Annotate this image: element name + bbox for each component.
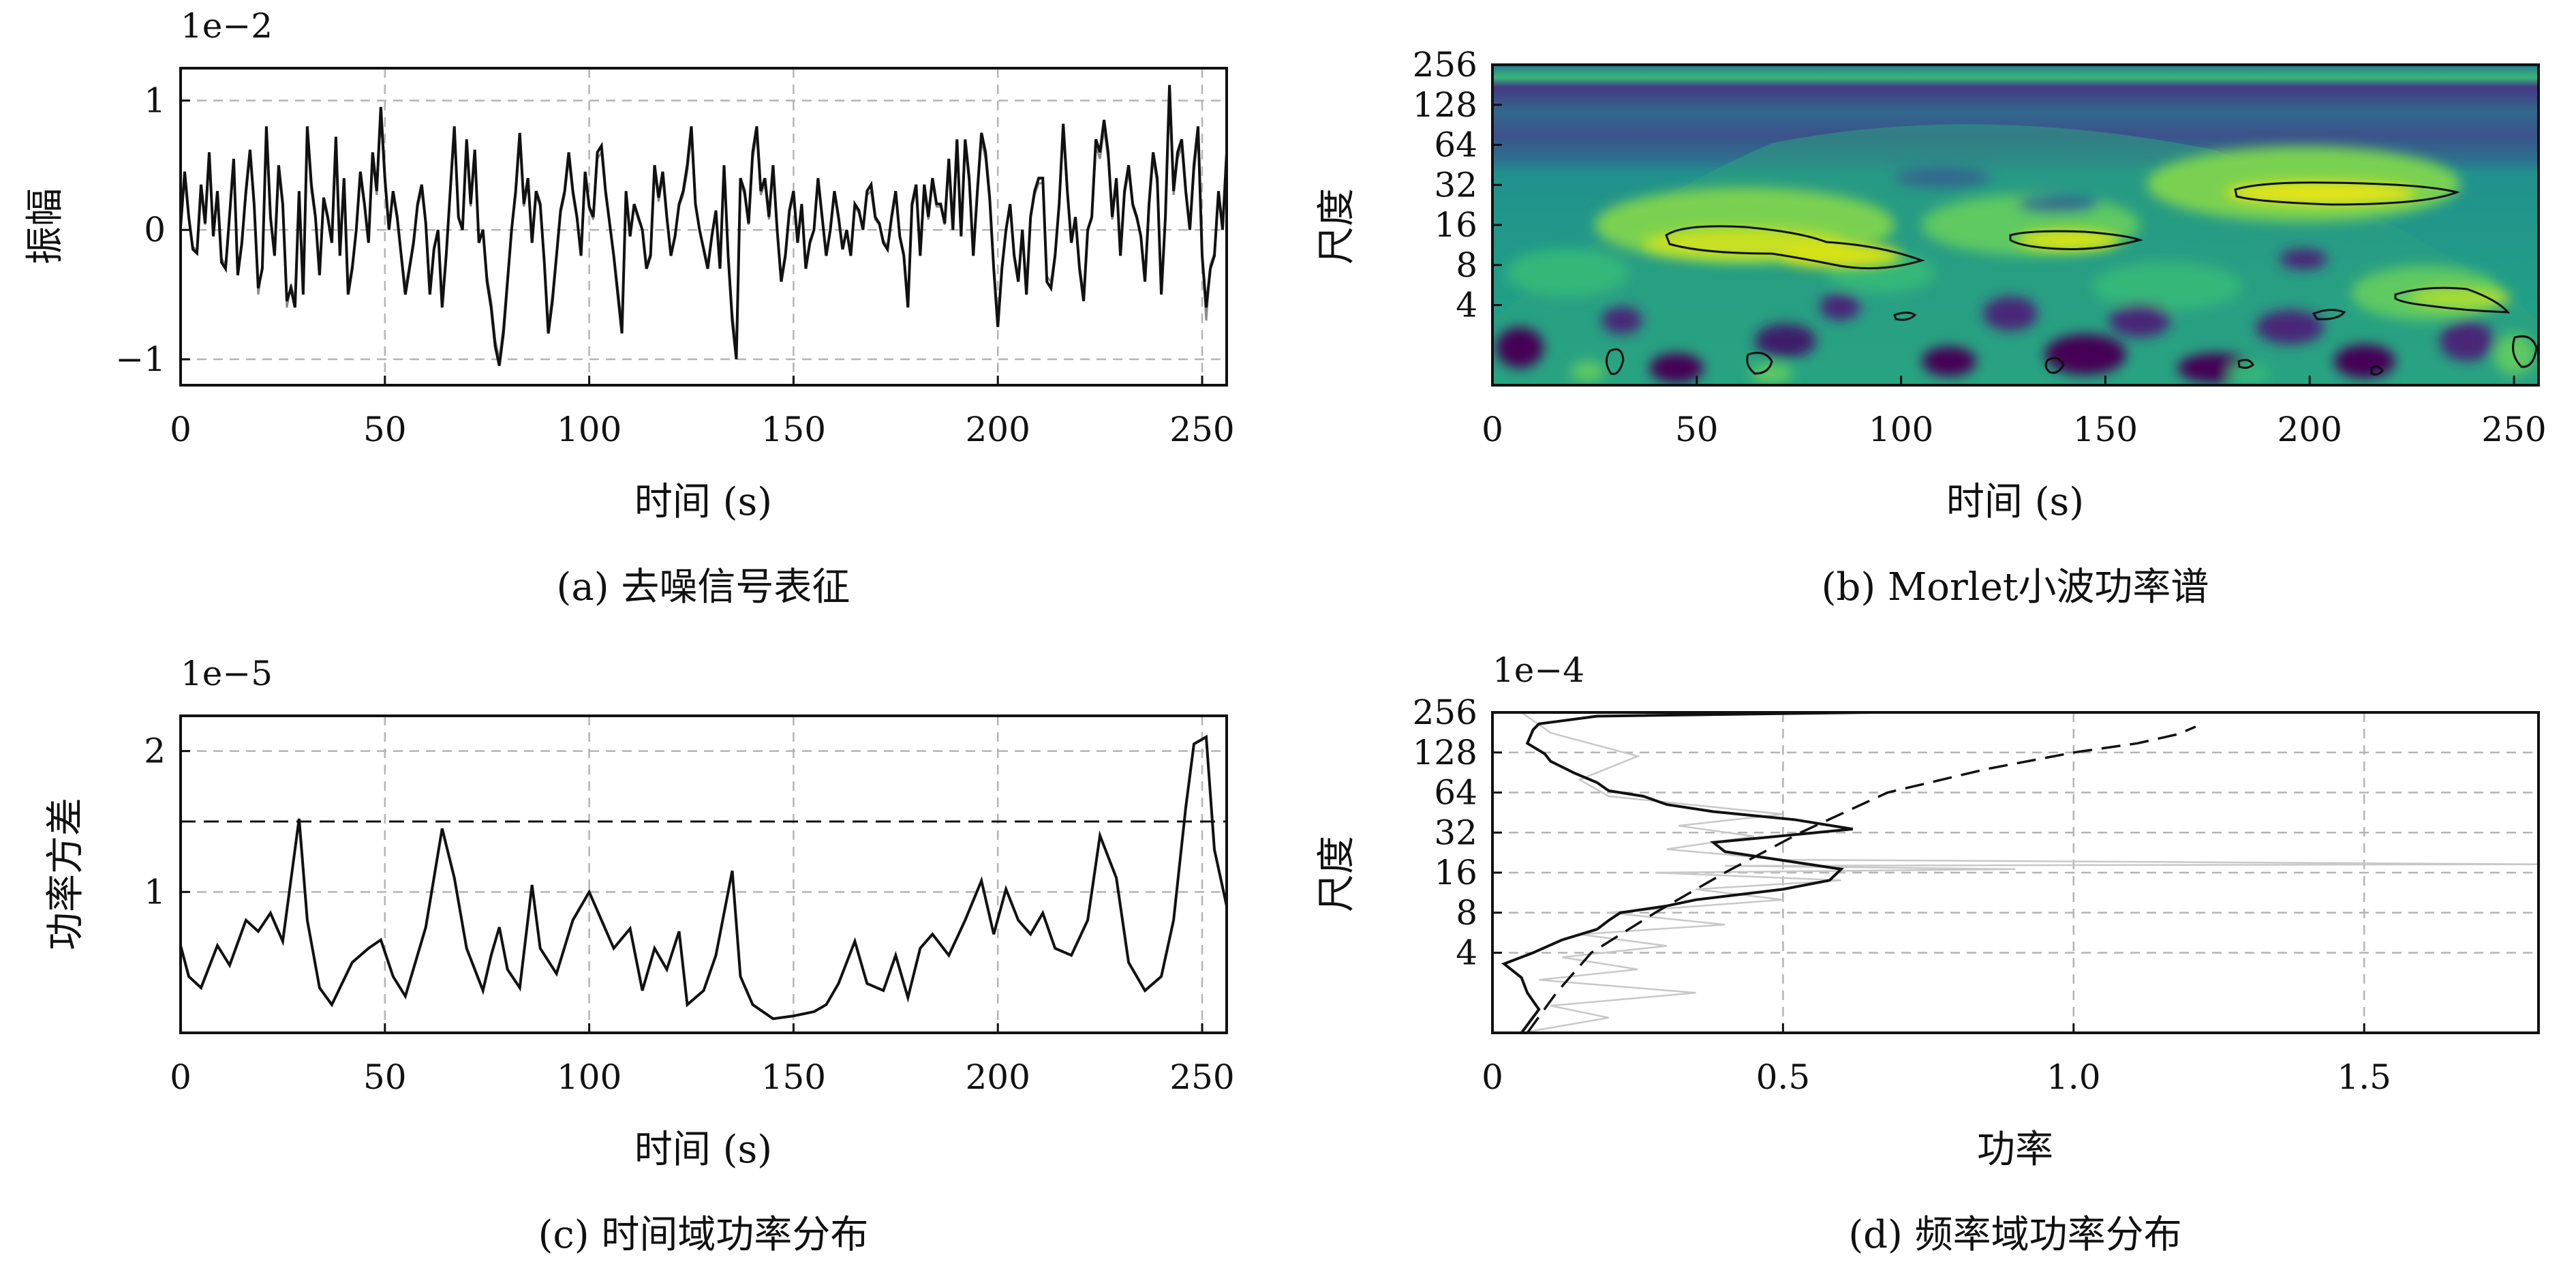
y-tick-label: 64 (1434, 773, 1477, 813)
y-tick-label: 128 (1413, 85, 1477, 125)
y-tick-label: 0 (144, 210, 166, 250)
panel-d-grid (1492, 712, 2539, 1033)
x-tick-label: 0 (170, 1057, 191, 1097)
y-tick-label: 4 (1456, 933, 1477, 973)
y-tick-label: −1 (115, 340, 166, 379)
x-tick-label: 0 (1482, 1057, 1503, 1097)
panel-b-significance-contours (1606, 181, 2538, 376)
panel-c-ticks: 0 50 100 150 200 250 1 2 (144, 732, 1235, 1097)
x-tick-label: 50 (1675, 410, 1719, 449)
x-tick-label: 0 (170, 410, 191, 449)
x-tick-label: 100 (557, 410, 622, 449)
panel-b-heatmap (1492, 65, 2539, 385)
panel-c-series (181, 734, 1227, 1021)
panel-a-series-denoised (181, 85, 1227, 366)
y-tick-label: 2 (144, 732, 166, 771)
x-tick-label: 200 (966, 410, 1030, 449)
panel-a-grid (181, 68, 1227, 385)
panel-a-xlabel: 时间 (s) (634, 480, 772, 524)
panel-a-exponent: 1e−2 (181, 6, 273, 46)
panel-b-hot-regions (1642, 181, 2511, 308)
panel-b-xlabel: 时间 (s) (1946, 480, 2084, 524)
panel-c-exponent: 1e−5 (181, 654, 273, 693)
x-tick-label: 1.5 (2337, 1057, 2391, 1097)
panel-a-caption: (a) 去噪信号表征 (557, 565, 850, 609)
x-tick-label: 250 (1169, 1057, 1234, 1097)
panel-c-caption: (c) 时间域功率分布 (538, 1213, 869, 1257)
y-tick-label: 4 (1456, 286, 1477, 325)
panel-b-ylabel: 尺度 (1315, 188, 1359, 265)
x-tick-label: 100 (557, 1057, 622, 1097)
panel-d-caption: (d) 频率域功率分布 (1848, 1213, 2181, 1257)
panel-a-ticks: 0 50 100 150 200 250−101 (115, 80, 1234, 449)
x-tick-label: 200 (2278, 410, 2342, 449)
panel-d-series-significance (1526, 725, 2196, 1033)
x-tick-label: 1.0 (2046, 1057, 2101, 1097)
panel-d-series-global (1501, 712, 1871, 1033)
x-tick-label: 0.5 (1756, 1057, 1811, 1097)
x-tick-label: 0 (1482, 410, 1503, 449)
x-tick-label: 150 (761, 410, 826, 449)
y-tick-label: 256 (1413, 693, 1477, 732)
x-tick-label: 250 (1169, 410, 1234, 449)
x-tick-label: 50 (363, 410, 407, 449)
x-tick-label: 250 (2481, 410, 2546, 449)
y-tick-label: 32 (1434, 165, 1477, 205)
panel-a: 0 50 100 150 200 250−101 1e−2 时间 (s) 振幅 (a) 去… (23, 6, 1235, 609)
panel-c-xlabel: 时间 (s) (634, 1128, 772, 1172)
y-tick-label: 256 (1413, 45, 1477, 85)
y-tick-label: 32 (1434, 813, 1477, 852)
panel-c-frame (179, 714, 1228, 1034)
x-tick-label: 50 (363, 1057, 407, 1097)
y-tick-label: 64 (1434, 125, 1477, 165)
x-tick-label: 150 (2073, 410, 2138, 449)
panel-c-grid (181, 716, 1227, 1033)
y-tick-label: 1 (144, 80, 166, 120)
panel-c-ylabel: 功率方差 (44, 798, 88, 950)
y-tick-label: 16 (1434, 853, 1477, 892)
panel-d-series-spectrum (1520, 712, 2539, 1033)
panel-d-ylabel: 尺度 (1315, 836, 1359, 912)
panel-a-frame (179, 67, 1228, 387)
panel-b-caption: (b) Morlet小波功率谱 (1822, 565, 2209, 609)
x-tick-label: 200 (966, 1057, 1030, 1097)
panel-a-ylabel: 振幅 (23, 188, 67, 265)
x-tick-label: 100 (1869, 410, 1933, 449)
y-tick-label: 8 (1456, 245, 1477, 285)
panel-d-xlabel: 功率 (1977, 1128, 2053, 1172)
y-tick-label: 16 (1434, 205, 1477, 245)
panel-c: 0 50 100 150 200 250 1 2 1e−5 时间 (s) 功率方差 (c) 时… (44, 654, 1235, 1257)
y-tick-label: 128 (1413, 733, 1477, 772)
y-tick-label: 1 (144, 872, 166, 911)
x-tick-label: 150 (761, 1057, 826, 1097)
panel-d-exponent: 1e−4 (1492, 650, 1584, 690)
y-tick-label: 8 (1456, 893, 1477, 933)
